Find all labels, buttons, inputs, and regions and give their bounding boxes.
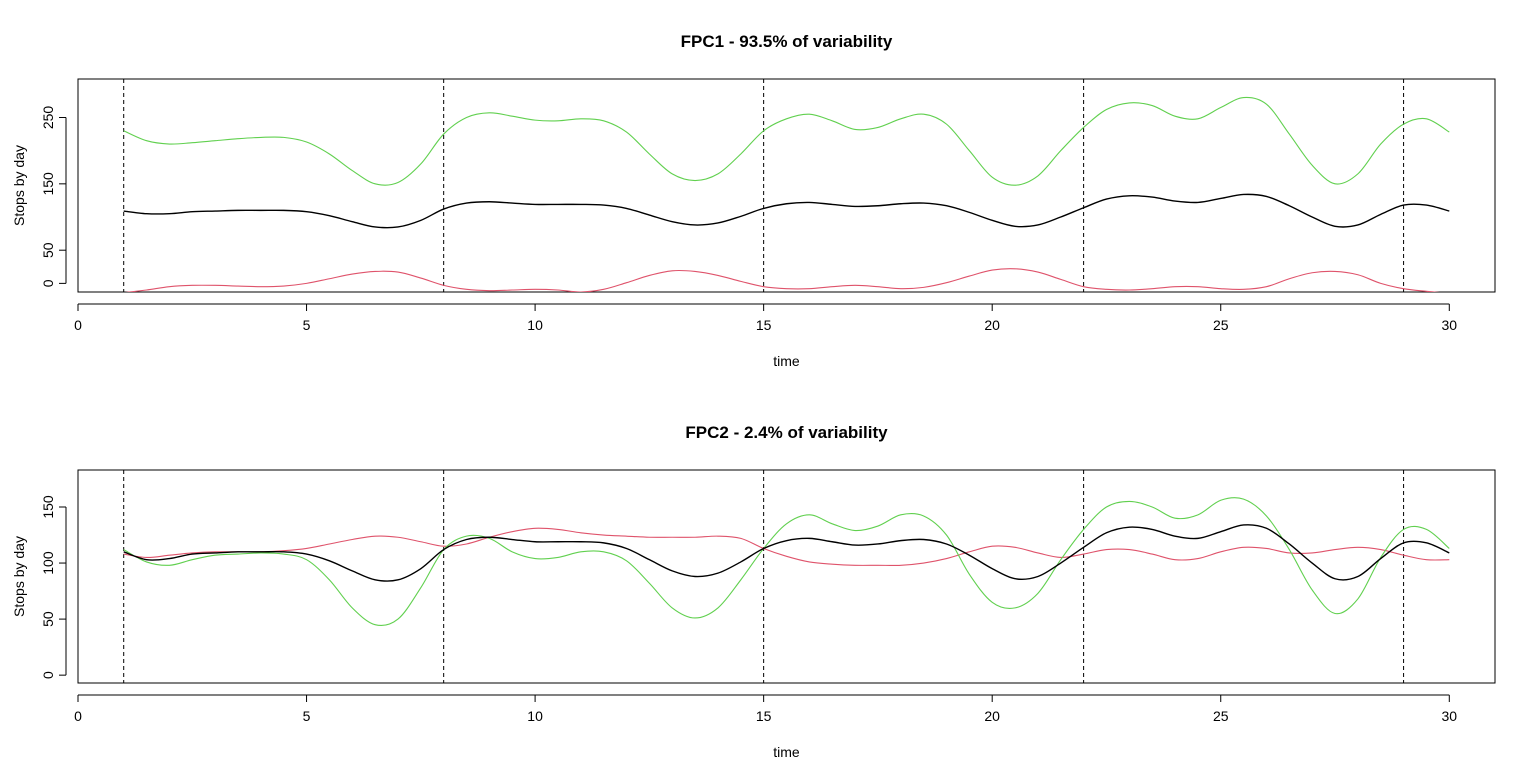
x-tick-label: 10 [527,317,543,333]
chart-title: FPC1 - 93.5% of variability [681,32,893,51]
y-tick-label: 150 [40,172,56,196]
x-tick-label: 5 [303,708,311,724]
y-tick-label: 150 [40,495,56,519]
mean-curve [123,524,1450,582]
x-tick-label: 5 [303,317,311,333]
x-axis-label: time [773,744,800,760]
plot-frame [77,78,1496,293]
x-tick-label: 20 [984,317,1000,333]
minus-curve [123,527,1450,567]
plus-curve [123,497,1450,627]
plus-curve [123,96,1450,186]
x-tick-label: 0 [74,317,82,333]
x-tick-label: 10 [527,708,543,724]
x-tick-label: 25 [1213,317,1229,333]
y-tick-label: 50 [40,611,56,627]
y-axis-label: Stops by day [11,145,27,226]
y-tick-label: 0 [40,671,56,679]
x-tick-label: 15 [756,708,772,724]
x-axis: 0 5 10 15 20 25 30 [74,694,1458,724]
x-tick-label: 30 [1442,317,1458,333]
x-axis: 0 5 10 15 20 25 30 [74,303,1458,333]
x-tick-label: 0 [74,708,82,724]
x-axis-label: time [773,353,800,369]
plot-frame [77,469,1496,684]
x-tick-label: 20 [984,708,1000,724]
y-axis: 0 50 100 150 [40,495,67,679]
y-tick-label: 0 [40,279,56,287]
mean-curve [123,193,1450,229]
fpc2-panel: FPC2 - 2.4% of variability 0 5 10 15 20 25 30 0 5… [11,423,1496,760]
x-tick-label: 30 [1442,708,1458,724]
curves [123,497,1450,627]
y-tick-label: 100 [40,551,56,575]
y-axis: 0 50 150 250 [40,106,67,287]
y-tick-label: 250 [40,106,56,130]
minus-curve [124,268,1440,292]
x-tick-label: 25 [1213,708,1229,724]
chart-title: FPC2 - 2.4% of variability [685,423,888,442]
curves [123,96,1450,292]
y-tick-label: 50 [40,242,56,258]
x-tick-label: 15 [756,317,772,333]
y-axis-label: Stops by day [11,536,27,617]
